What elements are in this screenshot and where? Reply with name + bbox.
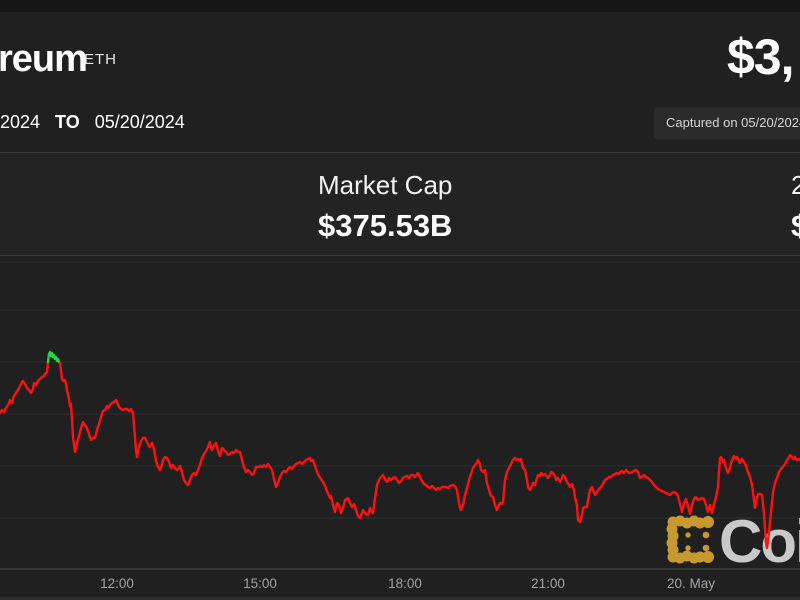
coin-symbol: ETH (84, 51, 117, 68)
price-red-a (0, 360, 50, 415)
price-red-b (58, 361, 800, 550)
coin-title-fragment: reum (0, 38, 88, 80)
top-divider-strip (0, 0, 800, 12)
coindesk-wordmark-fragment: Coin (719, 508, 800, 575)
captured-on-badge: Captured on 05/20/2024 (654, 107, 800, 139)
price-green (46, 350, 62, 365)
market-cap-label: Market Cap (318, 170, 453, 200)
secondary-stat-value-fragment: $ (791, 208, 800, 243)
date-range-end: 05/20/2024 (94, 112, 185, 132)
date-range: 2024 TO 05/20/2024 (0, 112, 185, 133)
stats-panel: Market Cap $375.53B 2 $ (0, 152, 800, 256)
coin-price-fragment: $3, (727, 29, 795, 85)
secondary-stat-fragment: 2 $ (791, 170, 800, 244)
date-range-to-label: TO (55, 112, 80, 132)
secondary-stat-label-fragment: 2 (791, 170, 800, 200)
date-range-start-fragment: 2024 (0, 112, 41, 132)
bottom-divider-strip (0, 597, 800, 600)
market-cap-value: $375.53B (318, 208, 453, 243)
market-cap-stat: Market Cap $375.53B (318, 170, 452, 244)
